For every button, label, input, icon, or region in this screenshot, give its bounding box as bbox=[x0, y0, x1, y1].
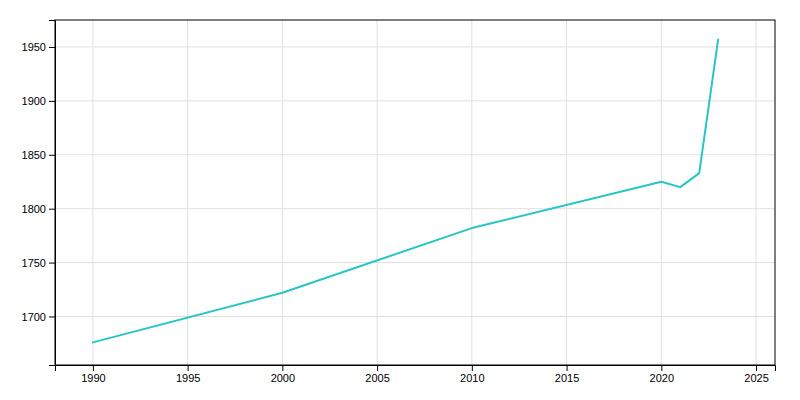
tick-mark bbox=[49, 263, 55, 264]
plot: 1990 1995 2000 2005 2010 2015 2020 2025 1700 1750… bbox=[22, 20, 776, 384]
tick-label: 1995 bbox=[176, 372, 200, 384]
tick-mark bbox=[377, 365, 378, 371]
tick-label: 2015 bbox=[555, 372, 579, 384]
grid-line bbox=[92, 20, 93, 365]
tick-label: 1700 bbox=[22, 311, 46, 323]
tick: 1950 bbox=[22, 41, 55, 53]
tick: 1750 bbox=[22, 257, 55, 269]
grid-line bbox=[55, 46, 775, 47]
tick: 2015 bbox=[555, 365, 579, 384]
line bbox=[93, 39, 718, 342]
tick-label: 1990 bbox=[81, 372, 105, 384]
tick-mark bbox=[188, 365, 189, 371]
tick: 2025 bbox=[744, 365, 768, 384]
tick-label: 2025 bbox=[744, 372, 768, 384]
grid-line bbox=[377, 20, 378, 365]
grid bbox=[55, 20, 775, 365]
grid-line bbox=[187, 20, 188, 365]
tick-mark bbox=[93, 365, 94, 371]
grid-line bbox=[282, 20, 283, 365]
tick-label: 2020 bbox=[650, 372, 674, 384]
tick-mark bbox=[282, 365, 283, 371]
tick-label: 1850 bbox=[22, 149, 46, 161]
grid-line bbox=[55, 100, 775, 101]
chart: 1990 1995 2000 2005 2010 2015 2020 2025 1700 1750… bbox=[0, 0, 800, 400]
x-axis: 1990 1995 2000 2005 2010 2015 2020 2025 bbox=[56, 365, 776, 384]
grid-line bbox=[471, 20, 472, 365]
grid-line bbox=[55, 316, 775, 317]
y-axis: 1700 1750 1800 1850 1900 1950 bbox=[22, 21, 56, 366]
tick-mark bbox=[567, 365, 568, 371]
tick: 1900 bbox=[22, 95, 55, 107]
grid-line bbox=[756, 20, 757, 365]
tick: 1700 bbox=[22, 311, 55, 323]
tick: 1800 bbox=[22, 203, 55, 215]
tick: 2010 bbox=[460, 365, 484, 384]
tick-label: 1950 bbox=[22, 41, 46, 53]
grid-line bbox=[55, 154, 775, 155]
marks bbox=[93, 39, 718, 342]
grid-line bbox=[55, 208, 775, 209]
plot-frame bbox=[55, 20, 775, 365]
tick: 2000 bbox=[271, 365, 295, 384]
tick-label: 1750 bbox=[22, 257, 46, 269]
tick: 2005 bbox=[365, 365, 389, 384]
tick-mark bbox=[49, 155, 55, 156]
tick-label: 2000 bbox=[271, 372, 295, 384]
tick: 1990 bbox=[81, 365, 105, 384]
axis-line bbox=[56, 366, 776, 372]
tick-label: 1900 bbox=[22, 95, 46, 107]
tick-mark bbox=[49, 101, 55, 102]
tick: 1995 bbox=[176, 365, 200, 384]
tick-label: 2005 bbox=[365, 372, 389, 384]
tick-mark bbox=[49, 47, 55, 48]
tick-mark bbox=[661, 365, 662, 371]
grid-line bbox=[661, 20, 662, 365]
tick-mark bbox=[756, 365, 757, 371]
tick-mark bbox=[472, 365, 473, 371]
tick: 1850 bbox=[22, 149, 55, 161]
tick-label: 1800 bbox=[22, 203, 46, 215]
grid-line bbox=[566, 20, 567, 365]
tick-mark bbox=[49, 209, 55, 210]
tick-mark bbox=[49, 316, 55, 317]
tick-label: 2010 bbox=[460, 372, 484, 384]
grid-line bbox=[55, 262, 775, 263]
tick: 2020 bbox=[650, 365, 674, 384]
